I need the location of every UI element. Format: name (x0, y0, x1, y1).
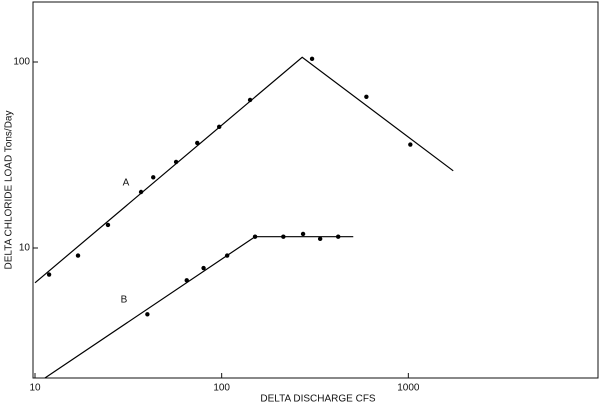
data-point (46, 272, 52, 277)
x-tick-label: 10 (29, 383, 41, 394)
x-tick-label: 1000 (397, 383, 420, 394)
data-point (281, 234, 286, 239)
data-point (184, 278, 189, 283)
series-label: B (121, 295, 128, 306)
data-point (138, 189, 144, 195)
data-point (105, 222, 111, 228)
fit-line (34, 56, 454, 284)
data-point (300, 231, 306, 237)
data-point (252, 234, 258, 239)
data-point (195, 140, 200, 146)
y-tick-label: 10 (19, 243, 31, 254)
y-axis-label: DELTA CHLORIDE LOAD Tons/Day (4, 111, 15, 270)
data-point (335, 234, 341, 239)
series-label: A (123, 178, 130, 189)
data-point (317, 236, 323, 242)
data-point (151, 175, 156, 180)
data-point (201, 265, 206, 271)
data-point (224, 253, 230, 258)
data-point (247, 97, 253, 103)
data-point (145, 312, 150, 317)
y-tick-label: 100 (13, 57, 30, 68)
fit-line (44, 236, 354, 379)
data-point (364, 94, 369, 99)
data-point (309, 56, 315, 62)
data-point (408, 142, 413, 147)
x-tick-label: 100 (213, 383, 230, 394)
data-point (75, 253, 81, 258)
plot-frame (32, 1, 599, 379)
data-point (173, 159, 179, 165)
data-point (216, 124, 222, 130)
x-axis-label: DELTA DISCHARGE CFS (260, 394, 376, 405)
